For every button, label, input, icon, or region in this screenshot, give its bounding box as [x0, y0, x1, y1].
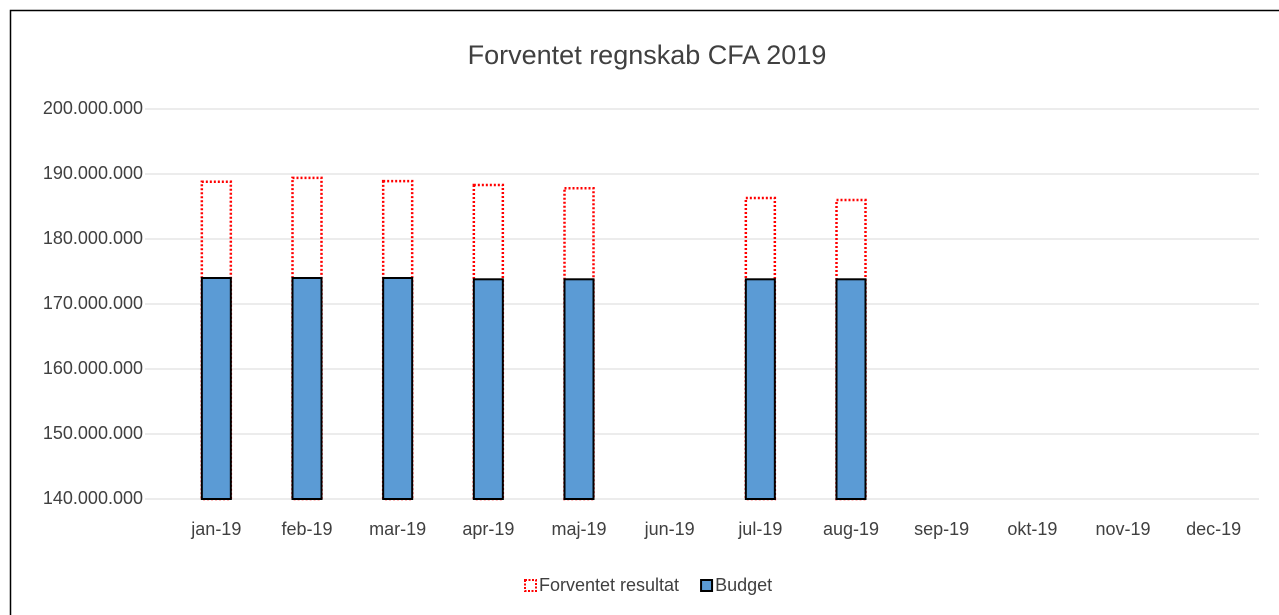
x-tick-label: feb-19	[281, 519, 332, 539]
x-tick-label: sep-19	[914, 519, 969, 539]
y-tick-label: 190.000.000	[43, 163, 143, 183]
x-tick-label: jul-19	[737, 519, 782, 539]
x-tick-label: mar-19	[369, 519, 426, 539]
x-tick-label: maj-19	[551, 519, 606, 539]
legend-label: Forventet resultat	[539, 575, 679, 595]
bar	[382, 277, 414, 500]
y-tick-label: 180.000.000	[43, 228, 143, 248]
x-tick-label: jun-19	[644, 519, 695, 539]
y-tick-label: 160.000.000	[43, 358, 143, 378]
x-tick-label: okt-19	[1007, 519, 1057, 539]
x-tick-label: jan-19	[190, 519, 241, 539]
bar	[291, 277, 323, 500]
bar	[200, 277, 232, 500]
bar	[472, 278, 504, 500]
legend-swatch	[700, 579, 714, 592]
bar	[744, 278, 776, 500]
x-tick-label: apr-19	[462, 519, 514, 539]
chart-title: Forventet regnskab CFA 2019	[468, 40, 827, 70]
x-tick-label: aug-19	[823, 519, 879, 539]
x-tick-label: dec-19	[1186, 519, 1241, 539]
bar	[563, 278, 595, 500]
x-tick-label: nov-19	[1095, 519, 1150, 539]
y-tick-label: 150.000.000	[43, 423, 143, 443]
y-tick-label: 170.000.000	[43, 293, 143, 313]
legend-swatch	[524, 579, 537, 592]
y-tick-label: 200.000.000	[43, 98, 143, 118]
bar	[835, 278, 867, 500]
y-tick-label: 140.000.000	[43, 488, 143, 508]
legend-label: Budget	[715, 575, 772, 595]
